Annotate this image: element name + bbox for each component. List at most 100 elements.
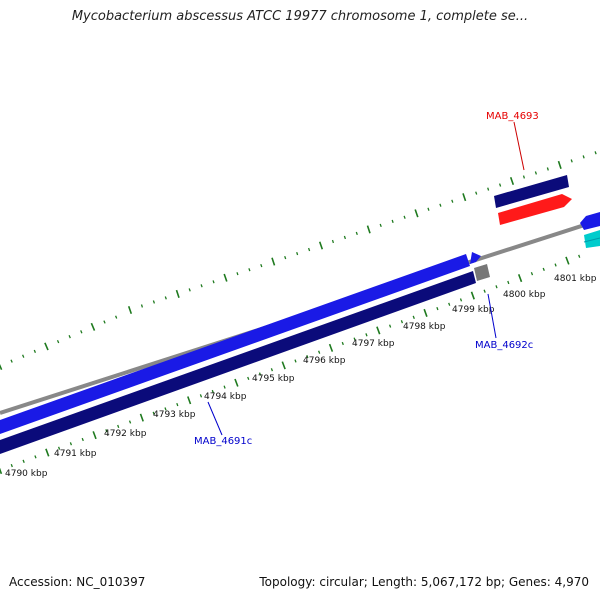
gene-label-mab-4692c[interactable]: MAB_4692c xyxy=(475,340,533,351)
gene-mab-4692c-leader xyxy=(487,293,497,339)
gene-label-mab-4691c[interactable]: MAB_4691c xyxy=(194,436,252,447)
lower-row-minor-tick xyxy=(247,376,250,381)
lower-row-minor-tick xyxy=(22,459,25,463)
left-row-minor-tick xyxy=(80,330,83,334)
reverse-cds-band[interactable] xyxy=(0,271,476,454)
upper-row-major-tick xyxy=(318,241,324,250)
upper-row-minor-tick xyxy=(331,239,335,244)
lower-row-minor-tick xyxy=(341,341,344,346)
upper-row-minor-tick xyxy=(522,175,526,179)
lower-row-minor-tick xyxy=(554,263,557,267)
upper-row-minor-tick xyxy=(140,304,144,308)
left-row-minor-tick xyxy=(10,359,13,363)
lower-row-minor-tick xyxy=(353,337,356,341)
lower-row-minor-tick xyxy=(117,424,120,429)
right-blue-cds[interactable] xyxy=(580,212,600,230)
lower-row-minor-tick xyxy=(530,272,534,276)
lower-row-minor-tick xyxy=(152,411,155,415)
lower-row-minor-tick xyxy=(105,429,108,433)
tick-label-4797: 4797 kbp xyxy=(352,339,395,349)
lower-row-minor-tick xyxy=(483,289,486,293)
lower-row-minor-tick xyxy=(400,320,404,324)
map-title: Mycobacterium abscessus ATCC 19977 chrom… xyxy=(71,9,529,24)
upper-row-minor-tick xyxy=(475,191,478,195)
lower-row-minor-tick xyxy=(306,354,309,359)
upper-row-minor-tick xyxy=(594,151,597,155)
lower-row-minor-tick xyxy=(69,442,73,446)
upper-row-minor-tick xyxy=(212,280,215,284)
lower-row-major-tick xyxy=(281,361,286,370)
lower-row-minor-tick xyxy=(542,267,545,272)
upper-navy-cds[interactable] xyxy=(494,175,569,208)
tick-label-4799: 4799 kbp xyxy=(452,305,495,315)
upper-row-major-tick xyxy=(462,193,467,202)
forward-cds-band[interactable] xyxy=(0,254,470,434)
cyan-feature-edge xyxy=(583,237,600,243)
lower-row-minor-tick xyxy=(81,437,84,442)
lower-row-major-tick xyxy=(565,256,570,265)
lower-row-minor-tick xyxy=(459,298,463,302)
lower-row-minor-tick xyxy=(211,389,214,394)
cyan-feature[interactable] xyxy=(584,230,600,248)
upper-row-minor-tick xyxy=(546,167,549,171)
gene-mab-4693-cds[interactable] xyxy=(498,194,572,225)
left-tick-row xyxy=(0,315,118,371)
left-row-major-tick xyxy=(44,342,49,351)
left-row-minor-tick xyxy=(56,339,60,344)
upper-row-minor-tick xyxy=(152,300,156,304)
accession-text: Accession: NC_010397 xyxy=(9,575,146,589)
upper-row-minor-tick xyxy=(307,247,311,252)
upper-row-major-tick xyxy=(557,160,562,169)
upper-row-minor-tick xyxy=(570,159,573,163)
tick-label-4798: 4798 kbp xyxy=(403,322,446,332)
lower-row-minor-tick xyxy=(199,394,203,398)
lower-tick-row xyxy=(0,254,581,475)
lower-row-major-tick xyxy=(517,274,523,283)
left-row-major-tick xyxy=(0,363,3,371)
lower-row-major-tick xyxy=(328,343,334,352)
left-row-major-tick xyxy=(90,322,96,331)
upper-row-major-tick xyxy=(366,225,371,234)
lower-row-major-tick xyxy=(470,291,475,300)
upper-row-major-tick xyxy=(175,289,180,298)
lower-row-minor-tick xyxy=(128,420,132,424)
upper-row-minor-tick xyxy=(236,272,239,276)
upper-row-minor-tick xyxy=(427,207,430,211)
gray-feature[interactable] xyxy=(474,264,490,281)
upper-row-minor-tick xyxy=(534,171,538,175)
lower-row-minor-tick xyxy=(223,385,226,389)
upper-row-minor-tick xyxy=(284,255,287,260)
lower-row-minor-tick xyxy=(10,463,13,468)
lower-row-major-tick xyxy=(45,448,50,457)
lower-row-minor-tick xyxy=(388,324,392,328)
upper-row-minor-tick xyxy=(200,284,203,288)
left-row-minor-tick xyxy=(33,349,37,353)
lower-row-major-tick xyxy=(0,467,3,475)
lower-row-minor-tick xyxy=(57,446,61,450)
lower-row-minor-tick xyxy=(436,306,439,311)
upper-row-minor-tick xyxy=(582,155,585,159)
gene-mab-4691c-leader xyxy=(207,401,223,436)
upper-row-minor-tick xyxy=(487,187,490,191)
lower-row-major-tick xyxy=(423,308,428,317)
forward-cds-arrow[interactable] xyxy=(470,252,481,264)
lower-row-minor-tick xyxy=(365,333,368,337)
tick-label-4793: 4793 kbp xyxy=(153,410,196,420)
lower-row-major-tick xyxy=(234,378,239,387)
upper-row-major-tick xyxy=(414,209,419,218)
tick-label-4790: 4790 kbp xyxy=(5,469,48,479)
left-row-minor-tick xyxy=(68,335,71,339)
upper-row-minor-tick xyxy=(296,252,299,256)
upper-row-minor-tick xyxy=(248,268,251,272)
gene-label-mab-4693[interactable]: MAB_4693 xyxy=(486,111,539,122)
upper-row-minor-tick xyxy=(379,223,382,228)
left-row-minor-tick xyxy=(103,320,106,324)
left-row-minor-tick xyxy=(22,354,25,358)
upper-row-major-tick xyxy=(509,176,515,186)
upper-tick-row xyxy=(127,151,597,315)
genome-summary-text: Topology: circular; Length: 5,067,172 bp… xyxy=(259,575,589,589)
lower-row-minor-tick xyxy=(258,372,262,376)
lower-row-minor-tick xyxy=(176,402,179,407)
lower-row-minor-tick xyxy=(294,359,297,363)
